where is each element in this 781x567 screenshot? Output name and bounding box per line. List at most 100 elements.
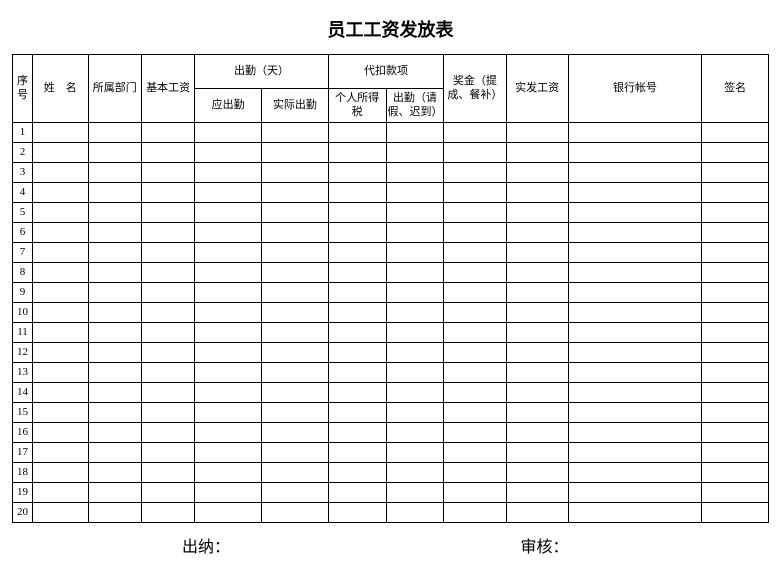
cell-seq[interactable]: 8 [13,263,33,283]
cell[interactable] [195,483,262,503]
cell[interactable] [33,163,89,183]
cell[interactable] [702,343,769,363]
cell[interactable] [195,143,262,163]
cell-seq[interactable]: 11 [13,323,33,343]
cell[interactable] [195,243,262,263]
cell[interactable] [506,483,568,503]
cell[interactable] [328,123,386,143]
cell[interactable] [328,303,386,323]
cell[interactable] [141,503,194,523]
cell[interactable] [262,403,329,423]
cell[interactable] [568,323,701,343]
cell[interactable] [568,183,701,203]
cell[interactable] [33,463,89,483]
cell[interactable] [702,503,769,523]
cell[interactable] [88,163,141,183]
cell-seq[interactable]: 16 [13,423,33,443]
cell[interactable] [195,403,262,423]
cell[interactable] [506,443,568,463]
cell[interactable] [33,423,89,443]
cell[interactable] [386,403,444,423]
cell[interactable] [195,323,262,343]
cell[interactable] [506,383,568,403]
cell[interactable] [141,303,194,323]
cell[interactable] [702,483,769,503]
cell-seq[interactable]: 6 [13,223,33,243]
cell[interactable] [328,263,386,283]
cell[interactable] [444,463,506,483]
cell-seq[interactable]: 20 [13,503,33,523]
cell[interactable] [33,183,89,203]
cell[interactable] [568,123,701,143]
cell[interactable] [702,163,769,183]
cell[interactable] [262,423,329,443]
cell[interactable] [141,483,194,503]
cell[interactable] [195,503,262,523]
cell[interactable] [262,263,329,283]
cell[interactable] [506,343,568,363]
cell[interactable] [262,203,329,223]
cell[interactable] [33,343,89,363]
cell[interactable] [33,203,89,223]
cell[interactable] [262,143,329,163]
cell[interactable] [702,423,769,443]
cell[interactable] [568,423,701,443]
cell[interactable] [568,483,701,503]
cell[interactable] [88,143,141,163]
cell[interactable] [88,463,141,483]
cell[interactable] [506,503,568,523]
cell[interactable] [702,383,769,403]
cell[interactable] [88,403,141,423]
cell[interactable] [444,123,506,143]
cell[interactable] [444,283,506,303]
cell[interactable] [262,183,329,203]
cell[interactable] [141,183,194,203]
cell[interactable] [506,423,568,443]
cell[interactable] [444,243,506,263]
cell[interactable] [195,463,262,483]
cell[interactable] [568,343,701,363]
cell[interactable] [141,323,194,343]
cell[interactable] [702,123,769,143]
cell[interactable] [328,243,386,263]
cell[interactable] [328,383,386,403]
cell[interactable] [33,143,89,163]
cell[interactable] [568,203,701,223]
cell[interactable] [88,223,141,243]
cell[interactable] [195,343,262,363]
cell[interactable] [702,263,769,283]
cell[interactable] [386,443,444,463]
cell[interactable] [506,263,568,283]
cell-seq[interactable]: 1 [13,123,33,143]
cell[interactable] [33,483,89,503]
cell[interactable] [328,143,386,163]
cell-seq[interactable]: 18 [13,463,33,483]
cell[interactable] [386,483,444,503]
cell[interactable] [568,503,701,523]
cell[interactable] [444,503,506,523]
cell[interactable] [141,383,194,403]
cell[interactable] [702,223,769,243]
cell[interactable] [386,183,444,203]
cell[interactable] [141,423,194,443]
cell[interactable] [88,303,141,323]
cell[interactable] [386,503,444,523]
cell[interactable] [141,343,194,363]
cell[interactable] [444,403,506,423]
cell[interactable] [33,403,89,423]
cell[interactable] [386,123,444,143]
cell[interactable] [328,323,386,343]
cell[interactable] [262,463,329,483]
cell[interactable] [195,263,262,283]
cell[interactable] [702,183,769,203]
cell[interactable] [195,163,262,183]
cell[interactable] [33,383,89,403]
cell-seq[interactable]: 10 [13,303,33,323]
cell[interactable] [444,323,506,343]
cell[interactable] [328,203,386,223]
cell[interactable] [702,243,769,263]
cell[interactable] [33,283,89,303]
cell[interactable] [328,483,386,503]
cell[interactable] [141,163,194,183]
cell[interactable] [262,223,329,243]
